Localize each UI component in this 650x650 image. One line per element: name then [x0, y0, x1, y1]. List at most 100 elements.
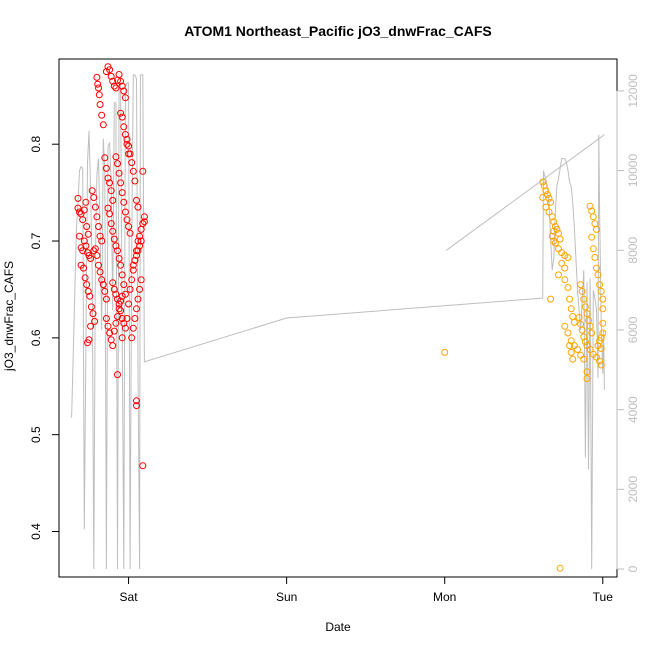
- data-point-series-2: [564, 284, 572, 291]
- data-point-series-1: [129, 266, 137, 274]
- data-point-series-1: [101, 287, 109, 295]
- y-axis-label: jO3_dnwFrac_CAFS: [2, 261, 16, 372]
- data-point-series-1: [134, 237, 142, 245]
- x-tick-label: Mon: [433, 590, 456, 604]
- data-point-series-2: [575, 314, 583, 321]
- data-point-series-1: [117, 179, 125, 187]
- data-point-series-1: [121, 131, 129, 138]
- data-point-series-2: [564, 254, 572, 261]
- data-point-series-2: [545, 194, 553, 202]
- data-point-series-1: [95, 223, 102, 230]
- data-point-series-2: [566, 295, 574, 303]
- data-point-series-2: [548, 213, 556, 221]
- x-axis: Sat Sun Mon Tue: [120, 576, 614, 604]
- data-point-series-1: [74, 204, 82, 212]
- data-point-series-1: [115, 305, 123, 313]
- data-point-series-2: [580, 355, 588, 363]
- data-point-series-1: [102, 295, 110, 303]
- data-point-series-2: [561, 322, 569, 330]
- data-point-series-1: [86, 292, 94, 300]
- data-point-series-1: [140, 218, 148, 226]
- data-point-series-1: [109, 196, 117, 204]
- data-point-series-2: [586, 346, 594, 353]
- data-point-series-2: [586, 202, 594, 210]
- data-point-series-1: [126, 150, 134, 158]
- data-point-series-1: [121, 324, 129, 332]
- data-point-series-1: [115, 300, 123, 308]
- data-point-series-1: [98, 111, 106, 119]
- data-point-series-1: [109, 342, 117, 350]
- data-point-series-2: [555, 245, 562, 253]
- data-point-series-1: [90, 194, 98, 201]
- data-point-series-2: [550, 227, 558, 235]
- data-point-series-1: [76, 232, 83, 240]
- data-point-series-2: [588, 329, 596, 337]
- data-point-series-2: [591, 220, 599, 228]
- data-point-series-1: [110, 82, 118, 90]
- data-point-series-1: [109, 227, 117, 235]
- data-point-series-1: [80, 237, 88, 245]
- data-point-series-1: [109, 279, 117, 287]
- y2-tick-label: 8000: [626, 237, 640, 264]
- data-point-series-1: [134, 203, 142, 211]
- data-point-series-2: [583, 375, 591, 382]
- data-point-series-2: [551, 239, 559, 247]
- data-point-series-1: [133, 252, 140, 259]
- data-point-series-1: [128, 334, 136, 342]
- data-point-series-1: [80, 264, 87, 272]
- data-point-series-2: [599, 295, 607, 303]
- data-point-series-2: [597, 287, 605, 295]
- data-point-series-2: [564, 329, 572, 337]
- data-point-series-1: [133, 196, 140, 204]
- data-point-series-2: [589, 213, 597, 221]
- data-point-series-1: [123, 315, 131, 322]
- y2-tick-label: 6000: [626, 316, 640, 343]
- data-point-series-1: [93, 73, 101, 81]
- data-point-series-2: [569, 313, 577, 320]
- data-point-series-1: [109, 77, 117, 85]
- data-point-series-1: [112, 84, 120, 92]
- data-point-series-1: [115, 71, 123, 78]
- data-point-series-1: [136, 285, 144, 293]
- data-point-series-2: [567, 337, 575, 345]
- data-point-series-1: [125, 223, 133, 230]
- y-axis: 0.4 0.5 0.6 0.7 0.8: [29, 136, 60, 540]
- data-point-series-1: [114, 247, 121, 255]
- data-point-series-2: [550, 218, 558, 226]
- data-point-series-1: [104, 174, 112, 182]
- data-point-series-1: [87, 303, 95, 311]
- data-point-series-1: [90, 247, 98, 255]
- data-point-series-1: [83, 223, 91, 230]
- data-point-series-1: [139, 167, 147, 175]
- data-point-series-2: [583, 368, 591, 376]
- data-point-series-2: [577, 351, 585, 359]
- data-point-series-1: [114, 160, 121, 168]
- data-point-series-1: [96, 101, 104, 108]
- data-point-series-1: [94, 80, 102, 88]
- data-point-series-1: [139, 462, 147, 470]
- data-point-series-2: [561, 276, 569, 284]
- data-point-series-1: [91, 317, 99, 325]
- data-point-series-1: [118, 82, 126, 90]
- data-point-series-1: [126, 229, 134, 237]
- data-point-series-1: [107, 187, 115, 195]
- data-point-series-1: [137, 237, 145, 245]
- data-point-series-1: [83, 281, 91, 289]
- data-point-series-2: [578, 326, 586, 334]
- data-point-series-1: [79, 247, 87, 255]
- data-point-series-2: [597, 345, 605, 352]
- y2-tick-label: 12000: [626, 74, 640, 108]
- data-point-series-2: [596, 357, 604, 365]
- x-tick-label: Tue: [593, 590, 614, 604]
- y-tick-label: 0.7: [29, 232, 43, 249]
- data-point-series-1: [120, 87, 128, 95]
- data-point-series-1: [81, 274, 89, 282]
- data-point-series-2: [441, 348, 449, 356]
- data-point-series-1: [91, 203, 99, 211]
- data-point-series-1: [129, 324, 137, 332]
- data-point-series-1: [123, 140, 131, 148]
- data-point-series-1: [129, 167, 137, 175]
- data-point-series-2: [581, 303, 589, 311]
- data-point-series-2: [567, 305, 575, 313]
- data-point-series-2: [542, 203, 550, 211]
